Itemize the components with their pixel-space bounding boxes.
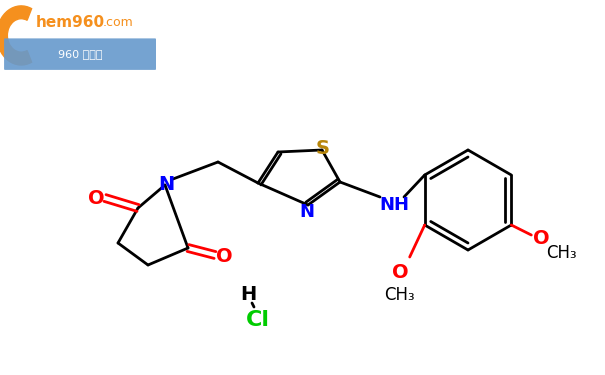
Text: O: O (393, 264, 409, 282)
Text: O: O (216, 246, 232, 266)
Text: Cl: Cl (246, 310, 270, 330)
Text: N: N (158, 176, 174, 195)
Text: S: S (316, 140, 330, 159)
Text: NH: NH (379, 196, 409, 214)
Text: CH₃: CH₃ (546, 244, 577, 262)
Text: N: N (299, 203, 315, 221)
Text: O: O (88, 189, 104, 209)
Text: H: H (240, 285, 256, 304)
Text: CH₃: CH₃ (384, 286, 415, 304)
Text: O: O (533, 230, 549, 249)
